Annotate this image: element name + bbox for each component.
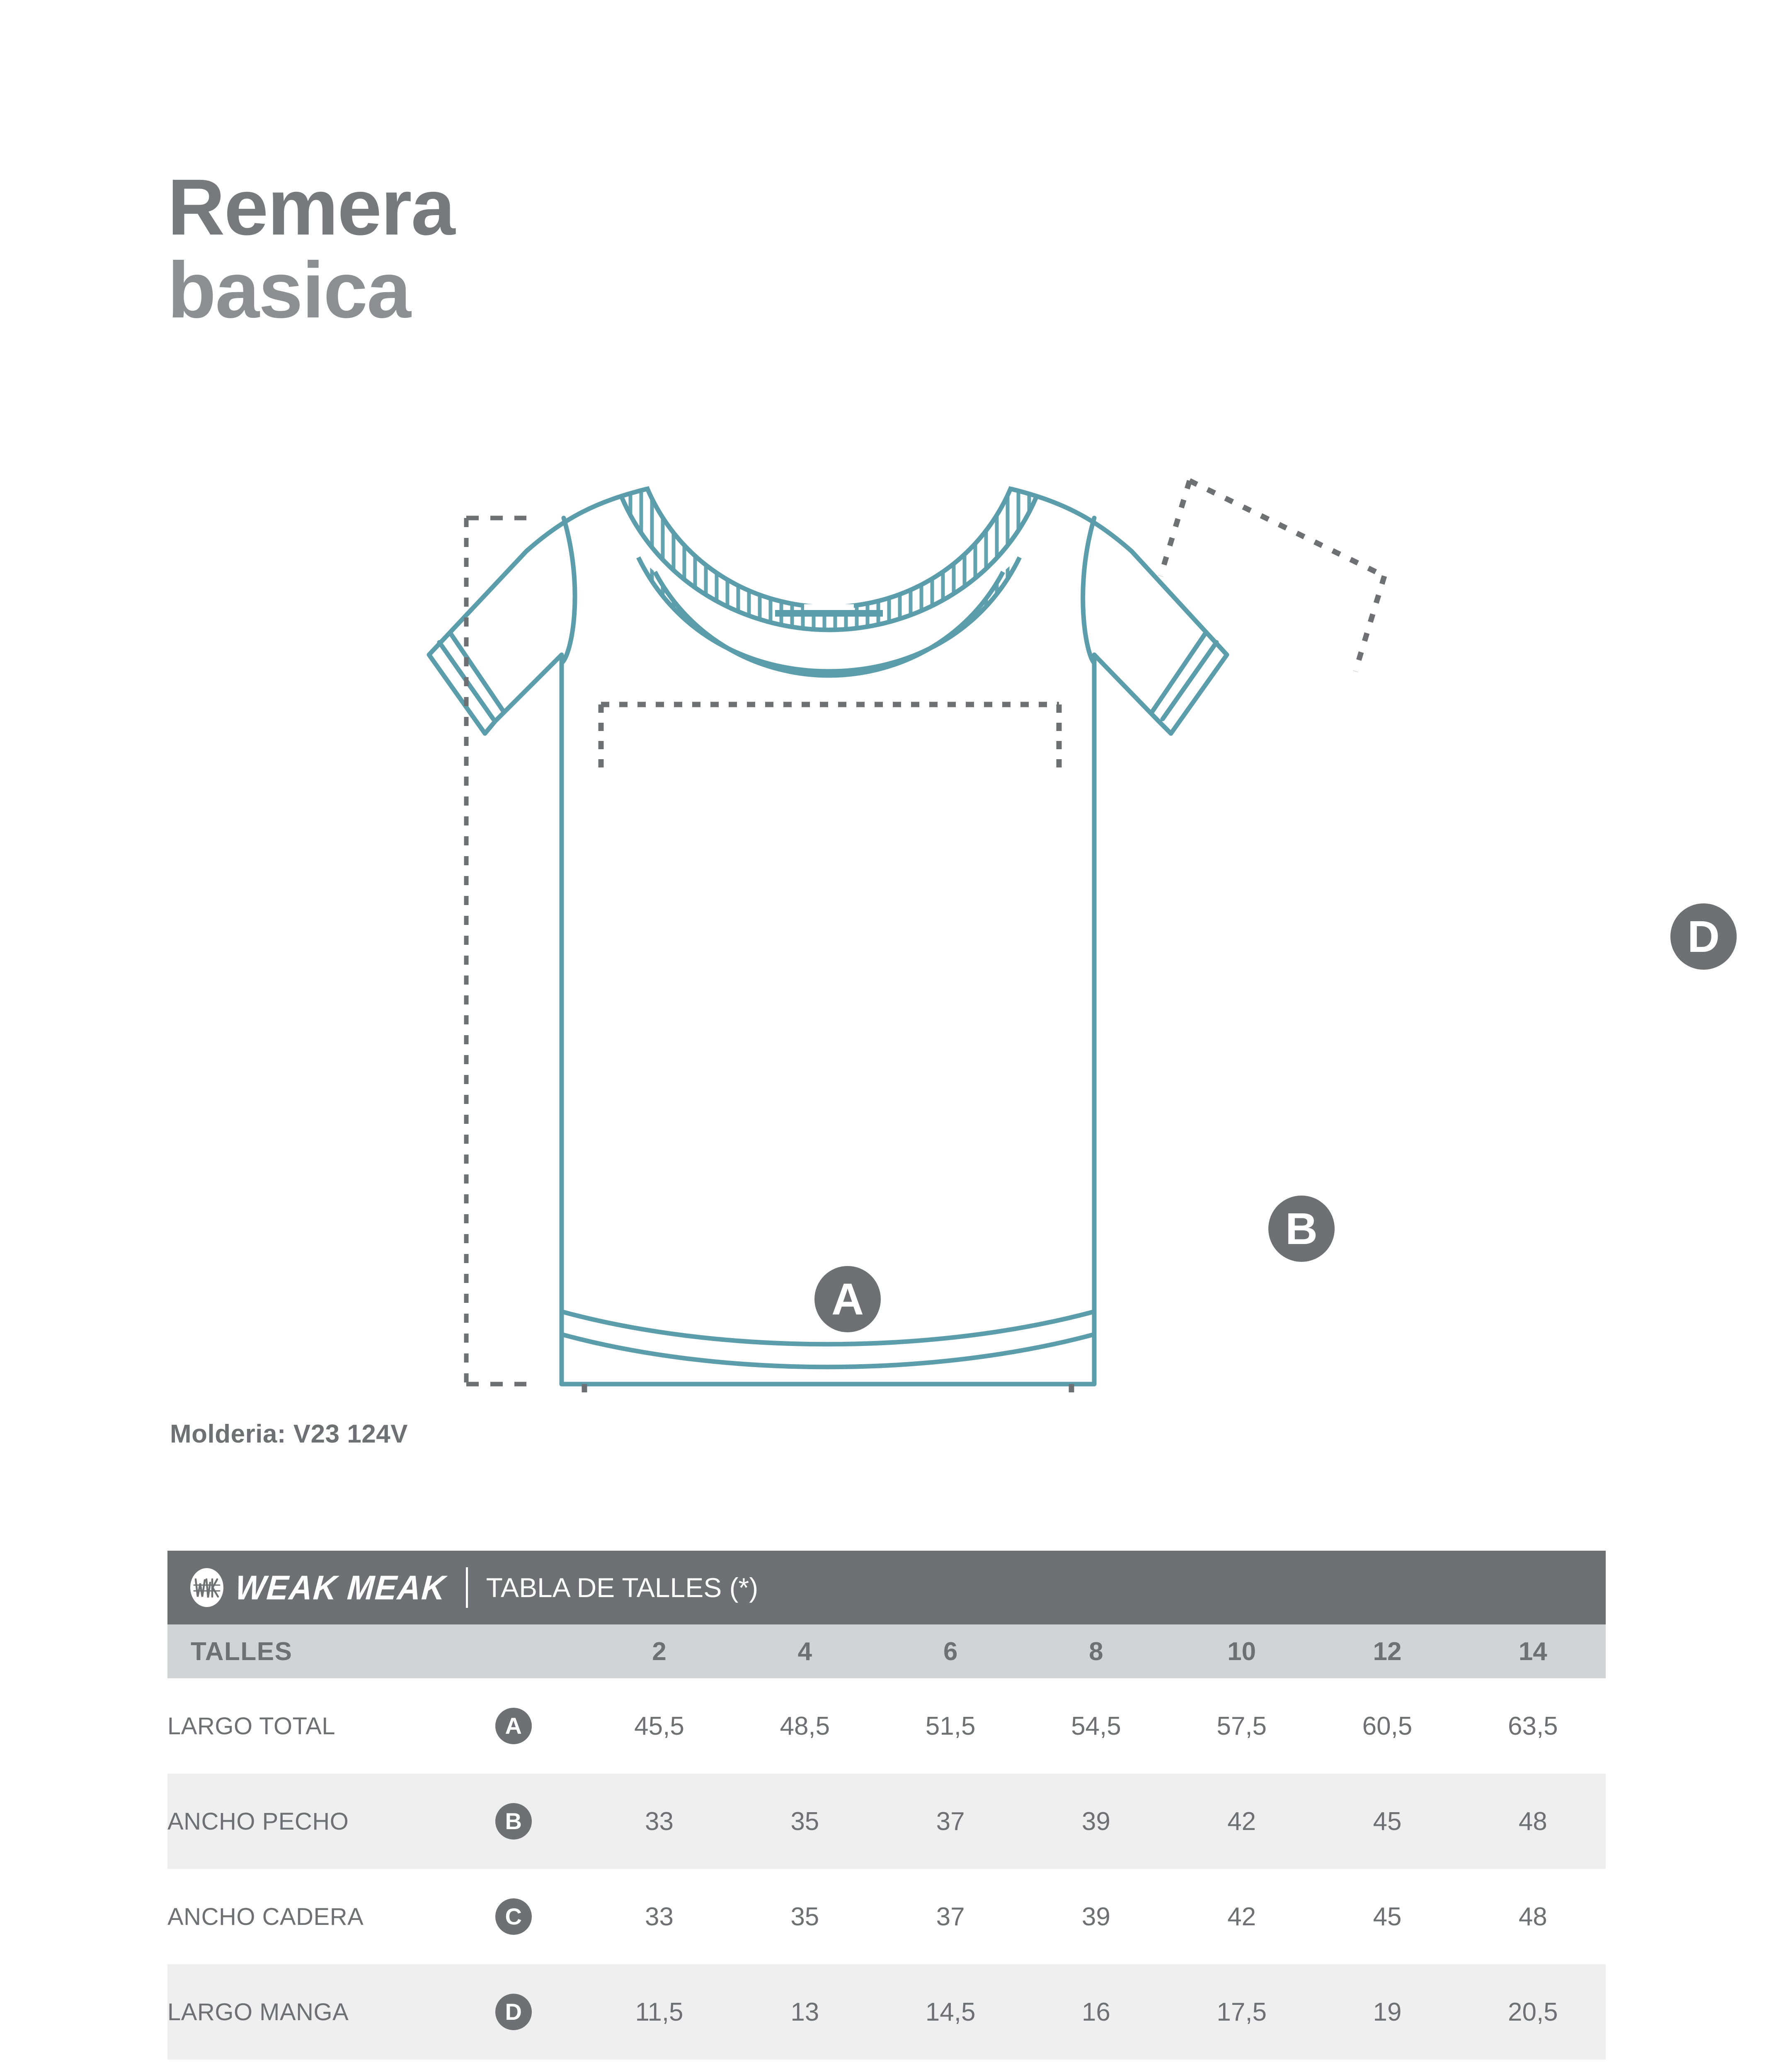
table-row: ANCHO PECHO B 33 35 37 39 42 45 48 (167, 1774, 1606, 1869)
key-badge-d: D (495, 1994, 532, 2030)
pattern-code-label: Molderia: V23 124V (170, 1420, 408, 1448)
collar-rib (619, 486, 1039, 678)
measure-value: 16 (1023, 1964, 1169, 2060)
size-header-3: 8 (1023, 1624, 1169, 1678)
measure-value: 42 (1169, 1774, 1315, 1869)
measure-value: 48,5 (732, 1678, 878, 1774)
measure-value: 19 (1314, 1964, 1460, 2060)
measure-value: 33 (586, 1869, 732, 1964)
size-header-4: 10 (1169, 1624, 1315, 1678)
size-header-5: 12 (1314, 1624, 1460, 1678)
table-row: ANCHO CADERA C 33 35 37 39 42 45 48 (167, 1869, 1606, 1964)
measure-value: 37 (877, 1869, 1023, 1964)
size-header-0: 2 (586, 1624, 732, 1678)
size-header-2: 6 (877, 1624, 1023, 1678)
measure-value: 20,5 (1460, 1964, 1606, 2060)
dimension-badge-b: B (1268, 1196, 1335, 1262)
table-sizes-header-row: TALLES 2 4 6 8 10 12 14 (167, 1624, 1606, 1678)
measure-value: 14,5 (877, 1964, 1023, 2060)
dimension-c (582, 1384, 1074, 1401)
measure-label: LARGO TOTAL (167, 1678, 495, 1774)
key-badge-a: A (495, 1708, 532, 1744)
measure-value: 17,5 (1169, 1964, 1315, 2060)
measure-value: 54,5 (1023, 1678, 1169, 1774)
measure-key: A (495, 1678, 586, 1774)
size-header-6: 14 (1460, 1624, 1606, 1678)
measure-value: 63,5 (1460, 1678, 1606, 1774)
dimension-badge-d: D (1670, 903, 1737, 970)
dimension-lines (464, 478, 1387, 1401)
measure-key: C (495, 1869, 586, 1964)
measure-value: 13 (732, 1964, 878, 2060)
key-badge-b: B (495, 1803, 532, 1840)
table-brand-header-row: WEAK MEAK TABLA DE TALLES (*) (167, 1551, 1606, 1624)
dimension-d (1158, 478, 1387, 672)
brand-header-cell: WEAK MEAK TABLA DE TALLES (*) (167, 1551, 1606, 1624)
measure-value: 51,5 (877, 1678, 1023, 1774)
page-title-line-2: basica (167, 245, 411, 334)
tshirt-technical-drawing: A B C D (390, 448, 1737, 1798)
measure-label: ANCHO CADERA (167, 1869, 495, 1964)
garment-outline (427, 487, 1229, 1387)
measure-value: 37 (877, 1774, 1023, 1869)
measure-value: 39 (1023, 1869, 1169, 1964)
measure-value: 45 (1314, 1774, 1460, 1869)
page-title-line-1: Remera (167, 162, 455, 252)
dimension-badge-a: A (814, 1266, 881, 1332)
measure-value: 11,5 (586, 1964, 732, 2060)
measure-value: 35 (732, 1869, 878, 1964)
table-row: LARGO MANGA D 11,5 13 14,5 16 17,5 19 20… (167, 1964, 1606, 2060)
size-table-container: WEAK MEAK TABLA DE TALLES (*) TALLES 2 4… (167, 1551, 1606, 2060)
dimension-a (464, 516, 526, 1387)
brand-name: WEAK MEAK (234, 1568, 447, 1607)
measure-value: 48 (1460, 1869, 1606, 1964)
key-badge-c: C (495, 1898, 532, 1935)
sizes-header-label: TALLES (167, 1624, 586, 1678)
measure-label: LARGO MANGA (167, 1964, 495, 2060)
table-subtitle: TABLA DE TALLES (*) (486, 1572, 759, 1603)
measure-value: 35 (732, 1774, 878, 1869)
wmk-circle-logo-icon (189, 1567, 225, 1608)
measure-value: 45 (1314, 1869, 1460, 1964)
measure-key: D (495, 1964, 586, 2060)
measure-value: 60,5 (1314, 1678, 1460, 1774)
measure-value: 45,5 (586, 1678, 732, 1774)
size-header-1: 4 (732, 1624, 878, 1678)
measure-value: 42 (1169, 1869, 1315, 1964)
dimension-b (598, 702, 1062, 775)
measure-value: 33 (586, 1774, 732, 1869)
brand-divider (465, 1567, 468, 1608)
measure-value: 48 (1460, 1774, 1606, 1869)
measure-value: 39 (1023, 1774, 1169, 1869)
measure-value: 57,5 (1169, 1678, 1315, 1774)
measure-label: ANCHO PECHO (167, 1774, 495, 1869)
page-title: Remera basica (167, 166, 748, 331)
measure-key: B (495, 1774, 586, 1869)
table-row: LARGO TOTAL A 45,5 48,5 51,5 54,5 57,5 6… (167, 1678, 1606, 1774)
size-table: WEAK MEAK TABLA DE TALLES (*) TALLES 2 4… (167, 1551, 1606, 2060)
